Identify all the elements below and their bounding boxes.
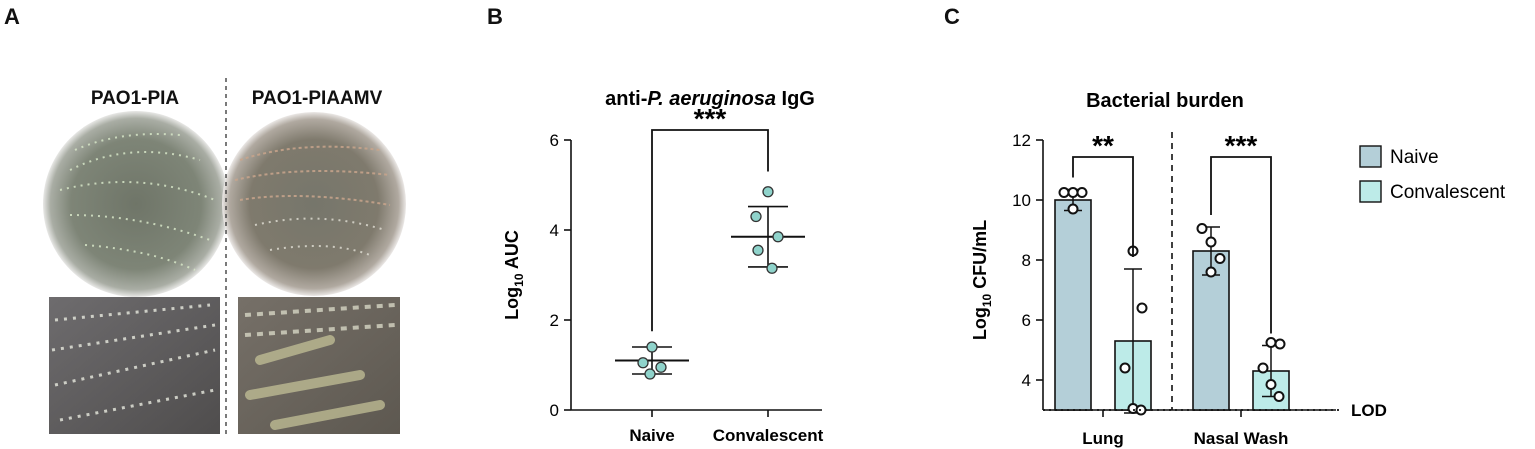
legend-swatch xyxy=(1359,180,1382,203)
panel-b-letter: B xyxy=(487,4,503,29)
chart-burden-title: Bacterial burden xyxy=(1086,90,1244,112)
chart-burden: Bacterial burden Log10 CFU/mL 4 6 8 10 12 Lun… xyxy=(970,90,1506,448)
significance-label: ** xyxy=(1092,130,1114,161)
data-point xyxy=(1196,223,1208,234)
data-point xyxy=(1273,391,1285,402)
significance-bracket xyxy=(1072,156,1134,257)
data-point xyxy=(1205,236,1217,248)
legend-label: Convalescent xyxy=(1390,182,1506,203)
zoom-pia-photo xyxy=(49,297,220,434)
panel-a-letter: A xyxy=(4,4,20,29)
y-tick-label: 2 xyxy=(550,311,559,330)
legend-swatch xyxy=(1359,145,1382,168)
legend-label: Naive xyxy=(1390,147,1439,168)
chart-burden-ylabel: Log10 CFU/mL xyxy=(970,220,994,340)
y-tick-label: 12 xyxy=(1012,131,1031,150)
y-tick-label: 0 xyxy=(550,401,559,420)
data-point xyxy=(1067,187,1079,198)
y-tick-label: 6 xyxy=(1022,311,1031,330)
data-point xyxy=(1265,337,1277,348)
zoom-piaamv-photo xyxy=(238,297,400,434)
y-tick-label: 4 xyxy=(1022,371,1031,390)
plate-label-piaamv: PAO1-PIAAMV xyxy=(251,88,383,109)
data-point xyxy=(766,262,778,274)
y-tick-label: 10 xyxy=(1012,191,1031,210)
data-point xyxy=(1205,266,1217,278)
data-point xyxy=(1214,253,1226,264)
lod-label: LOD xyxy=(1351,401,1387,420)
x-tick-label: Convalescent xyxy=(713,426,824,445)
y-tick-label: 8 xyxy=(1022,251,1031,270)
x-tick-label: Lung xyxy=(1082,429,1124,448)
panel-c-letter: C xyxy=(944,4,960,29)
data-point xyxy=(762,186,774,198)
bar xyxy=(1054,199,1092,411)
plate-piaamv-photo xyxy=(222,112,406,296)
data-point xyxy=(1136,302,1148,314)
data-point xyxy=(1274,338,1286,350)
plate-photographs xyxy=(43,78,406,436)
data-point xyxy=(655,361,667,373)
chart-igg: anti-P. aeruginosa IgG Log10 AUC 0 2 4 6 Nai… xyxy=(502,88,824,445)
y-tick-label: 6 xyxy=(550,131,559,150)
data-point xyxy=(637,357,649,369)
data-point xyxy=(1058,187,1070,198)
x-tick-label: Nasal Wash xyxy=(1194,429,1289,448)
data-point xyxy=(772,231,784,243)
data-point xyxy=(644,368,656,380)
x-tick-label: Naive xyxy=(629,426,674,445)
chart-igg-title: anti-P. aeruginosa IgG xyxy=(605,88,815,110)
data-point xyxy=(1067,203,1079,215)
significance-bracket xyxy=(1210,156,1272,334)
plate-label-pia: PAO1-PIA xyxy=(90,88,180,109)
data-point xyxy=(1076,187,1088,198)
data-point xyxy=(1257,362,1269,374)
significance-bracket xyxy=(651,129,769,332)
data-point xyxy=(750,210,762,223)
data-point xyxy=(1265,379,1277,390)
data-point xyxy=(646,341,658,353)
y-tick-label: 4 xyxy=(550,221,559,240)
chart-igg-ylabel: Log10 AUC xyxy=(502,230,526,320)
data-point xyxy=(752,244,764,256)
data-point xyxy=(1119,362,1131,374)
significance-label: *** xyxy=(694,103,727,134)
significance-label: *** xyxy=(1225,130,1258,161)
plate-pia-photo xyxy=(43,111,229,297)
